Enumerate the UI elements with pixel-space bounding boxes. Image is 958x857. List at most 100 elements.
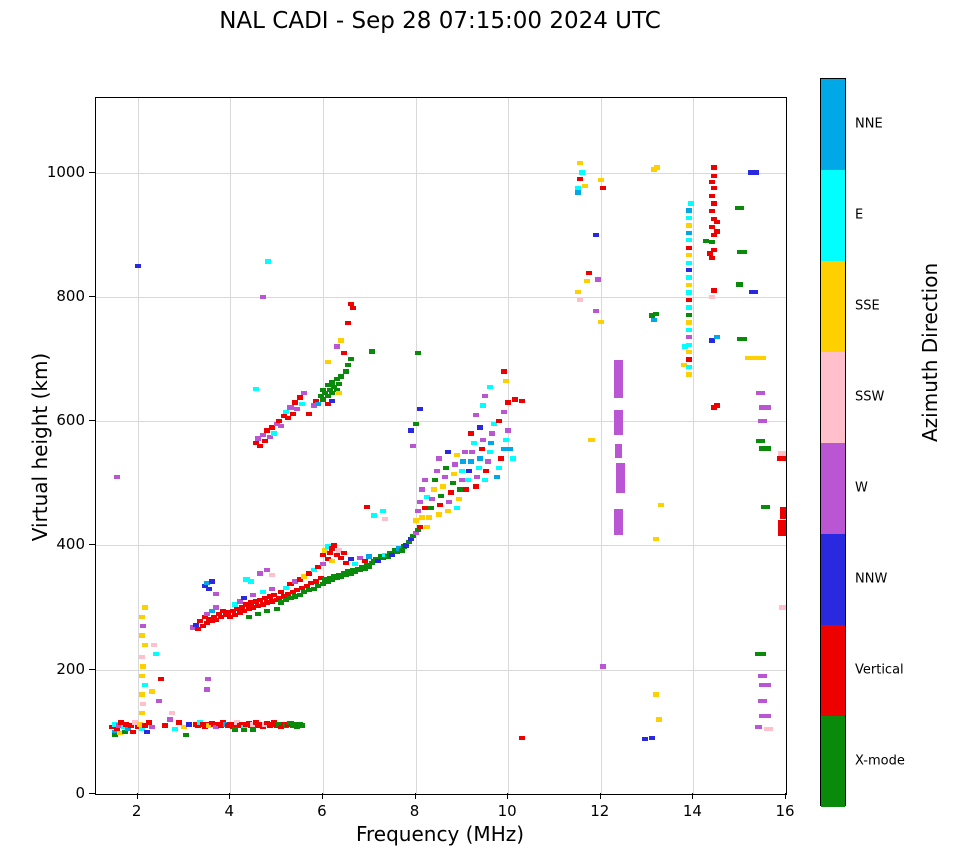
- data-point: [262, 596, 269, 601]
- colorbar-label-x-mode: X-mode: [855, 753, 905, 768]
- plot-area: [95, 97, 787, 795]
- data-point: [194, 627, 201, 632]
- data-point: [737, 249, 747, 255]
- data-point: [682, 344, 689, 349]
- colorbar-label-nne: NNE: [855, 116, 883, 131]
- data-point: [241, 596, 248, 601]
- data-point: [192, 622, 199, 628]
- colorbar: [820, 78, 846, 807]
- data-point: [480, 437, 487, 442]
- data-point: [708, 256, 715, 261]
- data-point: [414, 350, 421, 355]
- data-point: [231, 612, 238, 618]
- data-point: [324, 556, 331, 562]
- data-point: [319, 581, 326, 587]
- data-point: [352, 561, 359, 567]
- data-point: [468, 459, 475, 464]
- y-tickmark: [89, 544, 95, 546]
- data-point: [447, 490, 454, 495]
- data-point: [478, 446, 485, 452]
- data-point: [296, 577, 303, 582]
- data-point: [615, 463, 625, 494]
- data-point: [424, 494, 431, 500]
- data-point: [574, 185, 581, 191]
- data-point: [148, 724, 155, 730]
- data-point: [241, 724, 248, 730]
- data-point: [426, 515, 433, 520]
- data-point: [382, 517, 389, 522]
- data-point: [238, 605, 245, 610]
- data-point: [329, 546, 336, 551]
- y-tickmark: [89, 668, 95, 670]
- data-point: [241, 727, 248, 733]
- data-point: [234, 720, 241, 725]
- data-point: [208, 579, 215, 584]
- y-tick-label: 800: [56, 286, 85, 305]
- data-point: [255, 436, 262, 441]
- data-point: [123, 722, 130, 727]
- data-point: [264, 568, 271, 573]
- data-point: [597, 319, 604, 324]
- data-point: [245, 606, 252, 611]
- data-point: [595, 277, 602, 282]
- data-point: [708, 294, 715, 300]
- data-point: [141, 605, 148, 610]
- data-point: [417, 406, 424, 411]
- data-point: [481, 394, 488, 399]
- data-point: [204, 611, 211, 616]
- data-point: [685, 305, 692, 310]
- data-point: [368, 349, 375, 354]
- colorbar-segment-ssw: [821, 352, 845, 443]
- data-point: [429, 496, 436, 501]
- data-point: [319, 397, 326, 402]
- data-point: [759, 683, 771, 688]
- data-point: [708, 208, 715, 214]
- data-point: [685, 335, 692, 340]
- data-point: [414, 509, 421, 514]
- data-point: [333, 344, 340, 349]
- data-point: [296, 395, 303, 400]
- data-point: [116, 723, 123, 728]
- data-point: [412, 530, 419, 536]
- data-point: [338, 338, 345, 343]
- y-tick-label: 0: [75, 784, 85, 802]
- data-point: [139, 692, 146, 697]
- data-point: [285, 591, 292, 597]
- colorbar-segment-vertical: [821, 625, 845, 716]
- colorbar-segment-sse: [821, 261, 845, 352]
- x-tickmark: [136, 793, 138, 799]
- data-point: [405, 540, 412, 545]
- data-point: [338, 574, 345, 579]
- data-point: [347, 556, 354, 562]
- data-point: [268, 425, 275, 430]
- data-point: [211, 722, 218, 727]
- data-point: [435, 512, 442, 517]
- data-point: [292, 722, 299, 727]
- data-point: [745, 355, 767, 360]
- data-point: [440, 484, 447, 489]
- data-point: [282, 409, 289, 414]
- data-point: [507, 446, 514, 452]
- data-point: [319, 552, 326, 557]
- data-point: [747, 170, 760, 175]
- data-point: [148, 689, 155, 694]
- data-point: [306, 587, 313, 593]
- y-tickmark: [89, 793, 95, 794]
- colorbar-segment-nne: [821, 79, 845, 170]
- data-point: [162, 723, 169, 728]
- data-point: [711, 173, 718, 178]
- data-point: [292, 400, 299, 405]
- data-point: [685, 364, 692, 370]
- data-point: [432, 478, 439, 483]
- data-point: [651, 317, 658, 323]
- data-point: [331, 543, 338, 548]
- data-point: [685, 297, 692, 303]
- data-point: [713, 403, 720, 408]
- data-point: [613, 359, 623, 399]
- data-point: [458, 478, 465, 483]
- gridline-horizontal: [96, 172, 786, 174]
- data-point: [266, 434, 273, 439]
- data-point: [333, 575, 340, 580]
- data-point: [685, 372, 692, 377]
- gridline-vertical: [230, 98, 232, 794]
